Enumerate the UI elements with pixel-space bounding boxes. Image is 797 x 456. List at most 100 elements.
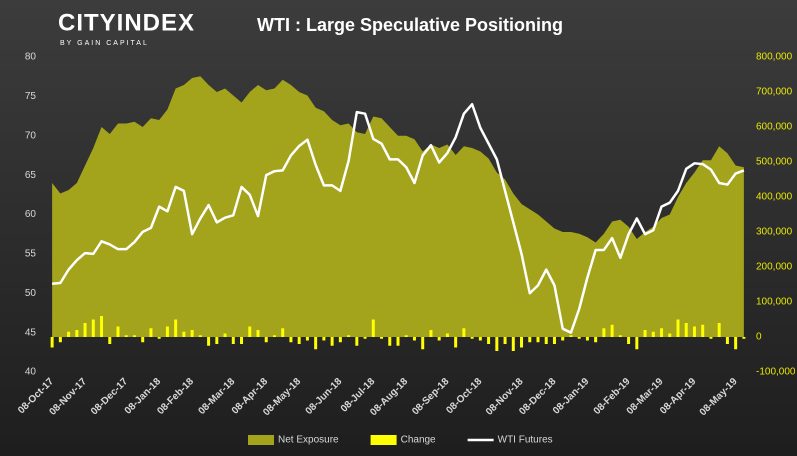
bar bbox=[561, 337, 565, 341]
bar bbox=[503, 337, 507, 344]
bar bbox=[668, 333, 672, 337]
y2-tick-label: 100,000 bbox=[756, 297, 793, 308]
bar bbox=[602, 328, 606, 337]
bar bbox=[445, 333, 449, 337]
bar bbox=[215, 337, 219, 344]
legend-swatch bbox=[248, 435, 274, 445]
bar bbox=[487, 337, 491, 344]
legend-swatch bbox=[370, 435, 397, 445]
bar bbox=[248, 326, 252, 337]
bar bbox=[388, 337, 392, 346]
y2-tick-label: -100,000 bbox=[756, 367, 796, 378]
bar bbox=[520, 337, 524, 348]
bar bbox=[528, 337, 532, 343]
bar bbox=[627, 337, 631, 344]
bar bbox=[734, 337, 738, 350]
bar bbox=[314, 337, 318, 350]
bar bbox=[338, 337, 342, 343]
bar bbox=[717, 323, 721, 337]
y-tick-label: 60 bbox=[25, 209, 37, 220]
bar bbox=[347, 335, 351, 337]
bar bbox=[651, 331, 655, 337]
y2-tick-label: 400,000 bbox=[756, 192, 793, 203]
y-tick-label: 45 bbox=[25, 327, 37, 338]
bar bbox=[91, 319, 95, 337]
bar bbox=[635, 337, 639, 350]
bar bbox=[610, 324, 614, 337]
bar bbox=[660, 328, 664, 337]
bar bbox=[281, 328, 285, 337]
bar bbox=[190, 330, 194, 337]
bar bbox=[355, 337, 359, 346]
bar bbox=[701, 324, 705, 337]
bar bbox=[50, 337, 54, 348]
bar bbox=[495, 337, 499, 351]
bar bbox=[305, 337, 309, 341]
bar bbox=[437, 337, 441, 341]
y-tick-label: 65 bbox=[25, 170, 37, 181]
bar bbox=[577, 337, 581, 339]
bar bbox=[322, 337, 326, 341]
bar bbox=[429, 330, 433, 337]
bar bbox=[182, 331, 186, 337]
bar bbox=[108, 337, 112, 344]
area bbox=[52, 76, 744, 337]
bar bbox=[569, 335, 573, 337]
bar bbox=[198, 335, 202, 337]
bar bbox=[149, 328, 153, 337]
y2-tick-label: 800,000 bbox=[756, 52, 793, 63]
bar bbox=[478, 337, 482, 341]
bar bbox=[618, 335, 622, 337]
y2-tick-label: 200,000 bbox=[756, 262, 793, 273]
bar bbox=[124, 335, 128, 337]
bar bbox=[684, 323, 688, 337]
bar bbox=[585, 337, 589, 341]
bar bbox=[725, 337, 729, 344]
bar bbox=[132, 335, 136, 337]
bar bbox=[174, 319, 178, 337]
bar bbox=[396, 337, 400, 346]
bar bbox=[371, 319, 375, 337]
bar bbox=[100, 316, 104, 337]
bar bbox=[380, 337, 384, 339]
legend-label: Change bbox=[401, 435, 436, 446]
bar bbox=[231, 337, 235, 344]
bar bbox=[264, 337, 268, 343]
bar bbox=[289, 337, 293, 343]
bar bbox=[594, 337, 598, 343]
bar bbox=[141, 337, 145, 343]
bar bbox=[240, 337, 244, 344]
logo-tagline: BY GAIN CAPITAL bbox=[60, 40, 149, 47]
bar bbox=[404, 335, 408, 337]
bar bbox=[676, 319, 680, 337]
bar bbox=[643, 330, 647, 337]
bar bbox=[412, 337, 416, 341]
bar bbox=[165, 326, 169, 337]
y-tick-label: 80 bbox=[25, 52, 37, 63]
bar bbox=[330, 337, 334, 346]
bar bbox=[454, 337, 458, 348]
y-tick-label: 50 bbox=[25, 288, 37, 299]
y-tick-label: 75 bbox=[25, 91, 37, 102]
y-tick-label: 55 bbox=[25, 249, 37, 260]
bar bbox=[462, 328, 466, 337]
legend-label: WTI Futures bbox=[498, 435, 553, 446]
y2-tick-label: 600,000 bbox=[756, 122, 793, 133]
y2-tick-label: 500,000 bbox=[756, 157, 793, 168]
bar bbox=[116, 326, 120, 337]
bar bbox=[272, 335, 276, 337]
bar bbox=[511, 337, 515, 351]
bar bbox=[297, 337, 301, 344]
bar bbox=[692, 326, 696, 337]
bar bbox=[83, 323, 87, 337]
y-tick-label: 40 bbox=[25, 367, 37, 378]
bar bbox=[207, 337, 211, 346]
bar bbox=[470, 337, 474, 339]
y2-tick-label: 0 bbox=[756, 332, 762, 343]
bar bbox=[536, 337, 540, 343]
y-tick-label: 70 bbox=[25, 130, 37, 141]
bar bbox=[75, 330, 79, 337]
bar bbox=[223, 333, 227, 337]
bar bbox=[363, 337, 367, 339]
